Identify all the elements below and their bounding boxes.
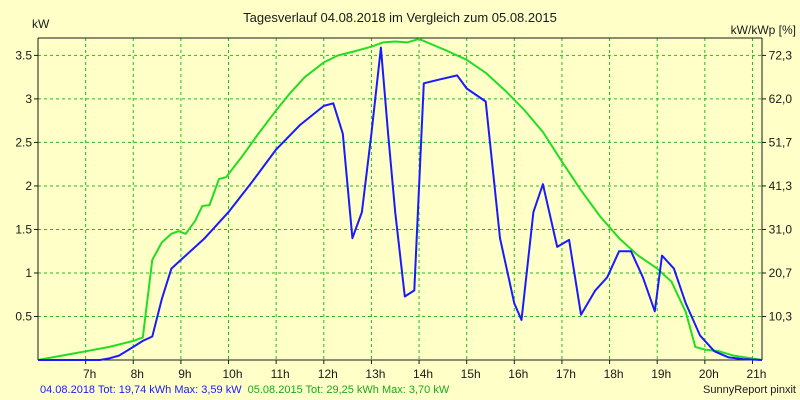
footer-series-2018: 04.08.2018 Tot: 19,74 kWh Max: 3,59 kW [40,384,242,396]
grid-lines [38,38,762,360]
x-tick-label: 12h [318,367,338,381]
y-tick-label-left: 1 [25,266,32,280]
y-tick-label-right: 51,7 [769,135,793,149]
x-tick-label: 18h [604,367,624,381]
x-tick-label: 9h [178,367,191,381]
y-tick-label-left: 0.5 [15,309,32,323]
x-tick-label: 11h [271,367,290,381]
y-tick-label-right: 72,3 [769,48,793,62]
y-tick-label-right: 20,7 [769,266,793,280]
footer-summary: 04.08.2018 Tot: 19,74 kWh Max: 3,59 kW 0… [40,384,450,396]
right-axis-unit: kW/kWp [%] [731,23,796,37]
axis-ticks: 7h 8h 9h 10h 11h 12h 13h 14h 15h 16h 17h 18h 19h 20h 2… [15,48,792,381]
x-tick-label: 10h [223,367,243,381]
chart-title: Tagesverlauf 04.08.2018 im Vergleich zum… [243,10,557,25]
left-axis-unit: kW [32,17,50,31]
y-tick-label-left: 2.5 [15,135,32,149]
series-line-04-08-2018 [38,46,763,361]
x-tick-label: 16h [508,367,528,381]
series-line-05-08-2015 [37,37,763,361]
x-tick-label: 17h [556,367,576,381]
x-tick-label: 15h [461,367,481,381]
x-tick-label: 13h [365,367,385,381]
y-tick-label-left: 2 [25,179,32,193]
y-tick-label-left: 3 [25,92,32,106]
y-tick-label-right: 10,3 [769,309,793,323]
x-tick-label: 19h [651,367,671,381]
y-tick-label-left: 3.5 [15,48,32,62]
y-tick-label-right: 41,3 [769,179,793,193]
x-tick-label: 20h [699,367,719,381]
y-tick-label-right: 62,0 [769,92,793,106]
x-tick-label: 7h [83,367,96,381]
series-lines [37,37,763,361]
plot-area [38,38,762,360]
x-tick-label: 8h [131,367,144,381]
x-tick-label: 14h [413,367,433,381]
y-tick-label-right: 31,0 [769,222,793,236]
x-tick-label: 21h [746,367,766,381]
footer-series-2015: 05.08.2015 Tot: 29,25 kWh Max: 3,70 kW [248,384,450,396]
y-tick-label-left: 1.5 [15,222,32,236]
footer-credit: SunnyReport pinxit [703,384,796,396]
